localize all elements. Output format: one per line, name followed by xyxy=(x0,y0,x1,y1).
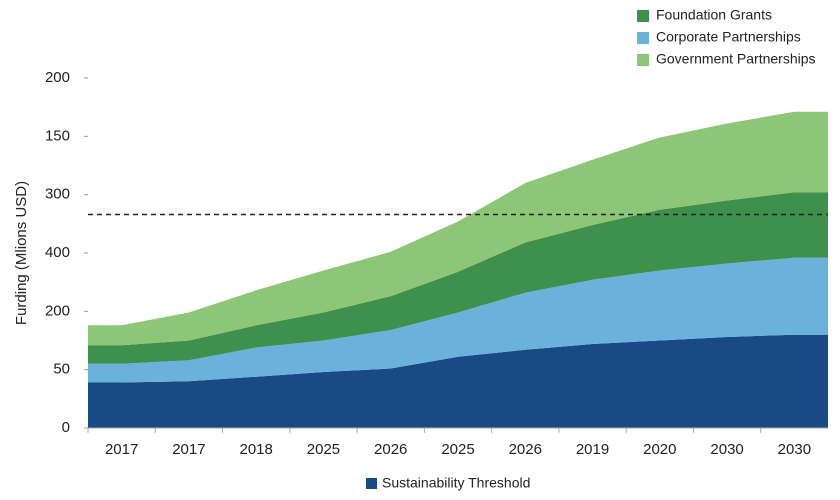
y-tick-label: 0 xyxy=(62,419,70,436)
legend-label: Government Partnerships xyxy=(656,51,816,67)
x-tick-label: 2017 xyxy=(172,441,205,458)
legend-label: Sustainability Threshold xyxy=(382,475,530,491)
x-tick-label: 2030 xyxy=(710,441,743,458)
x-tick-label: 2018 xyxy=(239,441,272,458)
area xyxy=(88,111,828,346)
legend-swatch xyxy=(637,32,649,44)
area xyxy=(88,257,828,383)
x-tick-label: 2026 xyxy=(509,441,542,458)
x-tick-label: 2020 xyxy=(643,441,676,458)
area xyxy=(88,192,828,364)
y-tick-label: 150 xyxy=(45,127,70,144)
x-tick-label: 2019 xyxy=(576,441,609,458)
x-tick-label: 2025 xyxy=(441,441,474,458)
y-tick-label: 200 xyxy=(45,302,70,319)
y-tick-label: 400 xyxy=(45,244,70,261)
y-axis-label: Furding (Mlions USD) xyxy=(13,181,30,325)
area xyxy=(88,334,828,428)
y-tick-label: 50 xyxy=(53,361,70,378)
x-tick-label: 2017 xyxy=(105,441,138,458)
legend-swatch xyxy=(366,478,377,489)
legend-label: Foundation Grants xyxy=(656,7,772,23)
y-tick-label: 300 xyxy=(45,186,70,203)
x-tick-label: 2025 xyxy=(307,441,340,458)
x-tick-label: 2030 xyxy=(778,441,811,458)
x-tick-label: 2026 xyxy=(374,441,407,458)
y-tick-label: 200 xyxy=(45,69,70,86)
legend-label: Corporate Partnerships xyxy=(656,29,801,45)
legend-swatch xyxy=(637,54,649,66)
legend-swatch xyxy=(637,10,649,22)
